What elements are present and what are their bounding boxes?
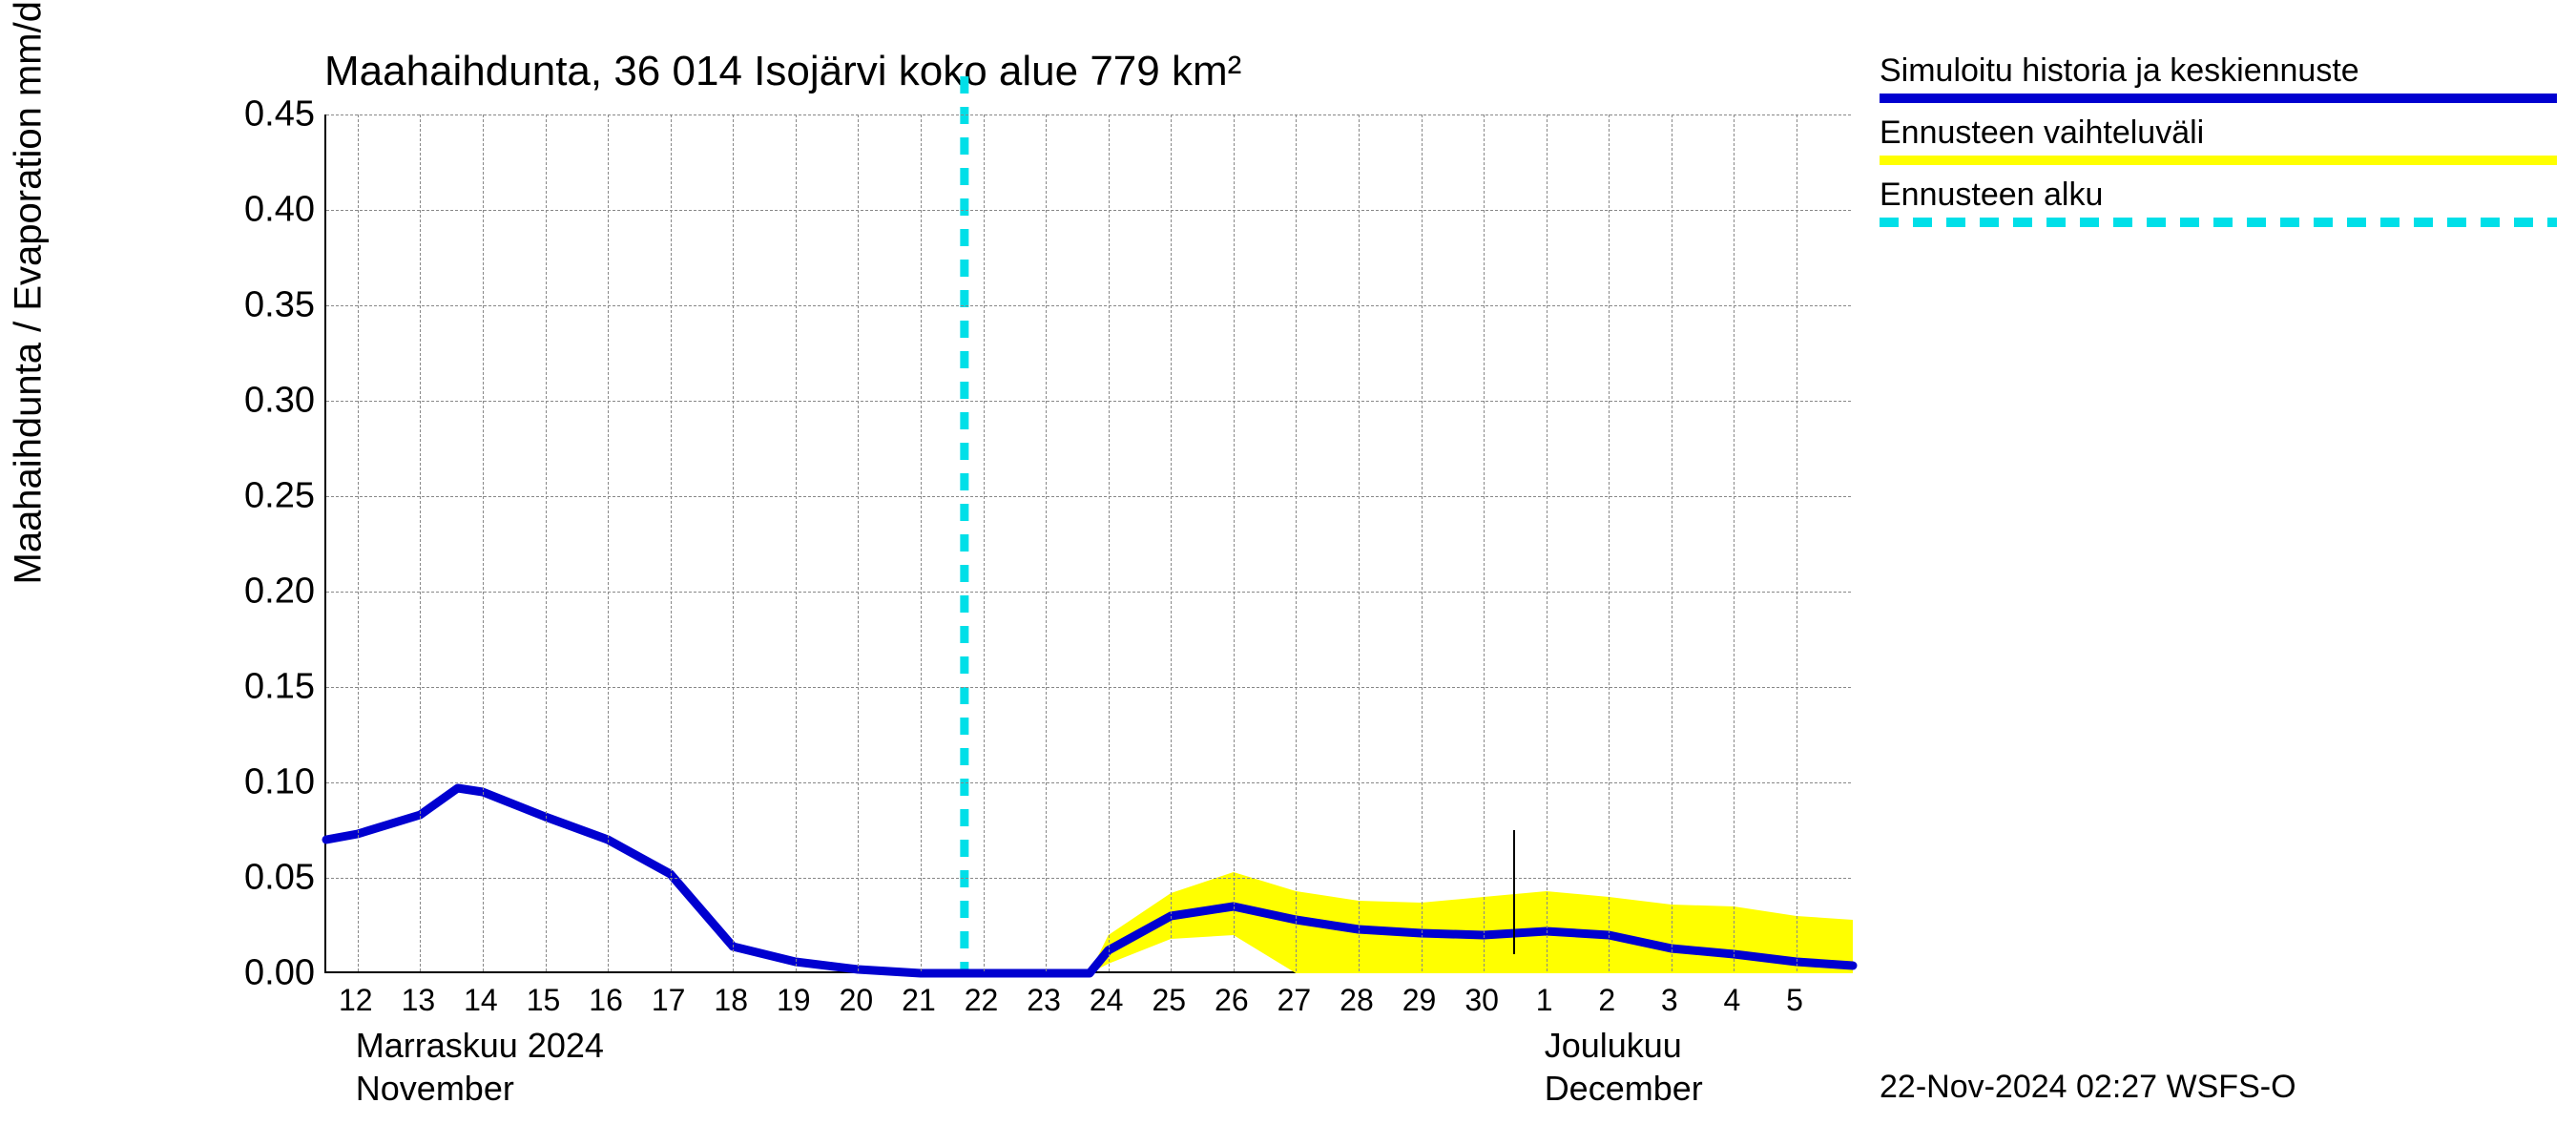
y-tick-label: 0.15 (191, 667, 315, 708)
x-tick-label: 15 (527, 983, 561, 1018)
grid-line-horizontal (326, 305, 1851, 306)
legend-item-forecast-start: Ennusteen alku (1880, 177, 2557, 227)
grid-line-vertical (671, 114, 672, 971)
x-tick-label: 22 (965, 983, 999, 1018)
x-tick-label: 24 (1090, 983, 1124, 1018)
y-tick-label: 0.05 (191, 858, 315, 899)
x-tick-label: 5 (1786, 983, 1803, 1018)
x-tick-label: 29 (1402, 983, 1437, 1018)
x-tick-label: 30 (1465, 983, 1499, 1018)
legend-swatch-yellow (1880, 156, 2557, 165)
x-tick-label: 27 (1278, 983, 1312, 1018)
x-tick-label: 18 (714, 983, 748, 1018)
x-tick-label: 25 (1152, 983, 1186, 1018)
x-tick-label: 28 (1340, 983, 1374, 1018)
legend-label: Simuloitu historia ja keskiennuste (1880, 52, 2557, 90)
grid-line-vertical (1109, 114, 1110, 971)
y-tick-label: 0.20 (191, 572, 315, 613)
grid-line-horizontal (326, 114, 1851, 115)
x-tick-label: 1 (1536, 983, 1553, 1018)
grid-line-vertical (1609, 114, 1610, 971)
y-tick-label: 0.40 (191, 190, 315, 231)
x-tick-label: 3 (1661, 983, 1678, 1018)
x-tick-label: 14 (464, 983, 498, 1018)
x-tick-label: 17 (652, 983, 686, 1018)
grid-line-vertical (483, 114, 484, 971)
y-tick-label: 0.00 (191, 953, 315, 994)
grid-line-vertical (1171, 114, 1172, 971)
x-tick-label: 19 (777, 983, 811, 1018)
legend: Simuloitu historia ja keskiennuste Ennus… (1880, 52, 2557, 239)
grid-line-horizontal (326, 210, 1851, 211)
month-separator (1513, 830, 1515, 954)
grid-line-horizontal (326, 592, 1851, 593)
y-axis-label: Maahaihdunta / Evaporation mm/d (8, 1, 51, 584)
x-tick-label: 12 (339, 983, 373, 1018)
x-tick-label: 13 (402, 983, 436, 1018)
x-tick-label: 26 (1215, 983, 1249, 1018)
grid-line-vertical (1484, 114, 1485, 971)
x-tick-label: 23 (1027, 983, 1061, 1018)
x-tick-label: 16 (589, 983, 623, 1018)
x-tick-label: 20 (840, 983, 874, 1018)
plot-svg (326, 114, 1851, 971)
grid-line-vertical (420, 114, 421, 971)
x-tick-label: 21 (902, 983, 936, 1018)
legend-item-range: Ennusteen vaihteluväli (1880, 114, 2557, 165)
grid-line-vertical (1359, 114, 1360, 971)
grid-line-vertical (921, 114, 922, 971)
grid-line-vertical (796, 114, 797, 971)
month-label-en: December (1545, 1069, 1703, 1109)
x-tick-label: 2 (1598, 983, 1615, 1018)
chart-container: Maahaihdunta, 36 014 Isojärvi koko alue … (0, 0, 2576, 1145)
chart-title: Maahaihdunta, 36 014 Isojärvi koko alue … (324, 48, 1241, 95)
x-tick-label: 4 (1724, 983, 1741, 1018)
grid-line-horizontal (326, 401, 1851, 402)
legend-item-history: Simuloitu historia ja keskiennuste (1880, 52, 2557, 103)
y-tick-label: 0.45 (191, 94, 315, 135)
legend-swatch-cyan (1880, 218, 2557, 227)
grid-line-horizontal (326, 496, 1851, 497)
grid-line-vertical (1046, 114, 1047, 971)
grid-line-vertical (1547, 114, 1548, 971)
grid-line-horizontal (326, 687, 1851, 688)
grid-line-vertical (1296, 114, 1297, 971)
legend-label: Ennusteen vaihteluväli (1880, 114, 2557, 152)
grid-line-vertical (1734, 114, 1735, 971)
grid-line-vertical (858, 114, 859, 971)
grid-line-horizontal (326, 782, 1851, 783)
y-tick-label: 0.25 (191, 476, 315, 517)
grid-line-vertical (358, 114, 359, 971)
grid-line-vertical (608, 114, 609, 971)
grid-line-vertical (1422, 114, 1423, 971)
y-tick-label: 0.10 (191, 762, 315, 803)
month-label-en: November (356, 1069, 514, 1109)
legend-label: Ennusteen alku (1880, 177, 2557, 214)
grid-line-vertical (1234, 114, 1235, 971)
timestamp: 22-Nov-2024 02:27 WSFS-O (1880, 1069, 2296, 1106)
grid-line-vertical (984, 114, 985, 971)
y-tick-label: 0.35 (191, 285, 315, 326)
plot-area (324, 114, 1851, 973)
month-label: Joulukuu (1545, 1026, 1682, 1066)
month-label: Marraskuu 2024 (356, 1026, 604, 1066)
grid-line-horizontal (326, 878, 1851, 879)
legend-swatch-blue (1880, 94, 2557, 103)
y-tick-label: 0.30 (191, 381, 315, 422)
grid-line-vertical (733, 114, 734, 971)
grid-line-vertical (546, 114, 547, 971)
